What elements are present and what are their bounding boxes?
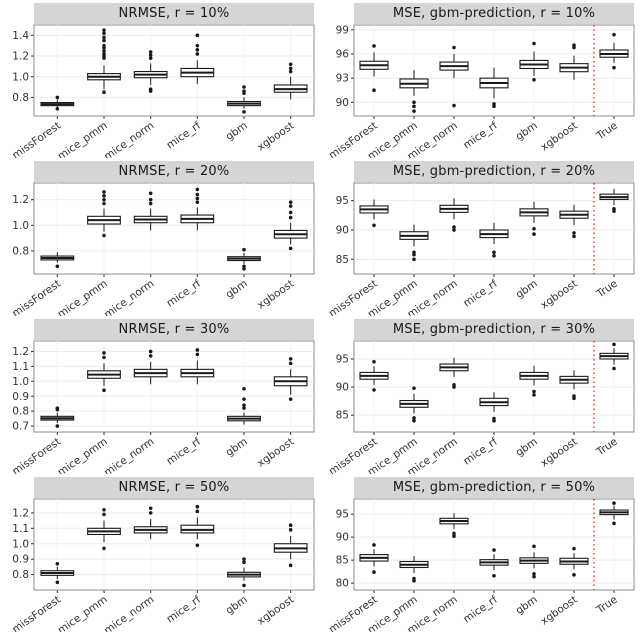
svg-text:True: True <box>594 594 620 617</box>
svg-text:mice_rf: mice_rf <box>165 435 204 467</box>
svg-text:90: 90 <box>336 382 349 394</box>
boxplot-canvas: 0.8 1.0 1.2 1.4 missForest mice_pmm mice_norm m… <box>0 24 320 158</box>
svg-text:mice_rf: mice_rf <box>165 593 204 625</box>
svg-text:0.8: 0.8 <box>12 245 29 257</box>
svg-text:mice_norm: mice_norm <box>102 594 156 632</box>
svg-text:0.9: 0.9 <box>12 554 29 566</box>
svg-text:1.0: 1.0 <box>12 71 29 83</box>
svg-text:mice_norm: mice_norm <box>102 120 156 158</box>
svg-text:1.2: 1.2 <box>12 507 29 519</box>
svg-text:gbm: gbm <box>514 278 540 301</box>
boxplot-canvas: 90 93 96 99 missForest mice_pmm mice_norm mice_… <box>320 24 640 158</box>
svg-text:93: 93 <box>336 73 349 85</box>
panel-nrmse-r10: NRMSE, r = 10% 0.8 1.0 1.2 1.4 missForest mic… <box>0 0 320 158</box>
svg-text:gbm: gbm <box>224 278 250 301</box>
svg-text:1.1: 1.1 <box>12 361 29 373</box>
svg-text:xgboost: xgboost <box>538 436 579 470</box>
svg-text:mice_norm: mice_norm <box>102 278 156 316</box>
panel-nrmse-r50: NRMSE, r = 50% 0.8 0.9 1.0 1.1 1.2 missForest… <box>0 474 320 632</box>
svg-text:mice_rf: mice_rf <box>461 435 500 467</box>
panel-title: MSE, gbm-prediction, r = 10% <box>354 3 634 24</box>
svg-text:mice_rf: mice_rf <box>461 119 500 151</box>
svg-text:xgboost: xgboost <box>538 594 579 628</box>
svg-text:1.0: 1.0 <box>12 220 29 232</box>
svg-text:gbm: gbm <box>224 120 250 143</box>
svg-text:0.8: 0.8 <box>12 92 29 104</box>
svg-text:xgboost: xgboost <box>538 278 579 312</box>
svg-text:90: 90 <box>336 532 349 544</box>
svg-text:0.7: 0.7 <box>12 421 29 433</box>
svg-text:xgboost: xgboost <box>255 120 296 154</box>
svg-text:gbm: gbm <box>224 436 250 459</box>
svg-text:96: 96 <box>336 49 350 61</box>
panel-title: MSE, gbm-prediction, r = 30% <box>354 319 634 340</box>
svg-text:0.8: 0.8 <box>12 406 29 418</box>
panel-title: NRMSE, r = 20% <box>34 161 314 182</box>
boxplot-canvas: 0.8 1.0 1.2 missForest mice_pmm mice_norm mice… <box>0 182 320 316</box>
svg-text:1.0: 1.0 <box>12 376 29 388</box>
svg-text:True: True <box>594 278 620 301</box>
svg-text:xgboost: xgboost <box>255 278 296 312</box>
svg-text:95: 95 <box>336 354 349 366</box>
svg-text:85: 85 <box>336 555 349 567</box>
svg-text:95: 95 <box>336 509 349 521</box>
panel-nrmse-r30: NRMSE, r = 30% 0.7 0.8 0.9 1.0 1.1 1.2 missFor… <box>0 316 320 474</box>
panel-mse-r30: MSE, gbm-prediction, r = 30% 85 90 95 missF… <box>320 316 640 474</box>
panel-mse-r50: MSE, gbm-prediction, r = 50% 80 85 90 95 mis… <box>320 474 640 632</box>
svg-text:mice_rf: mice_rf <box>461 277 500 309</box>
svg-text:mice_norm: mice_norm <box>102 436 156 474</box>
svg-text:1.0: 1.0 <box>12 538 29 550</box>
svg-text:gbm: gbm <box>224 594 250 617</box>
svg-text:80: 80 <box>336 578 349 590</box>
boxplot-canvas: 80 85 90 95 missForest mice_pmm mice_norm mice_… <box>320 498 640 632</box>
svg-text:mice_rf: mice_rf <box>461 593 500 625</box>
panel-title: NRMSE, r = 10% <box>34 3 314 24</box>
svg-text:xgboost: xgboost <box>255 594 296 628</box>
svg-text:1.2: 1.2 <box>12 346 29 358</box>
svg-text:1.4: 1.4 <box>12 30 29 42</box>
svg-text:99: 99 <box>336 24 349 36</box>
panel-mse-r10: MSE, gbm-prediction, r = 10% 90 93 96 99 mis… <box>320 0 640 158</box>
svg-text:90: 90 <box>336 97 349 109</box>
panel-mse-r20: MSE, gbm-prediction, r = 20% 85 90 95 missF… <box>320 158 640 316</box>
svg-text:mice_rf: mice_rf <box>165 277 204 309</box>
svg-text:85: 85 <box>336 410 349 422</box>
boxplot-canvas: 85 90 95 missForest mice_pmm mice_norm mice_rf… <box>320 182 640 316</box>
svg-text:85: 85 <box>336 254 349 266</box>
svg-text:gbm: gbm <box>514 120 540 143</box>
svg-text:xgboost: xgboost <box>255 436 296 470</box>
svg-text:90: 90 <box>336 225 349 237</box>
svg-text:gbm: gbm <box>514 594 540 617</box>
boxplot-canvas: 0.8 0.9 1.0 1.1 1.2 missForest mice_pmm mice_no… <box>0 498 320 632</box>
svg-text:xgboost: xgboost <box>538 120 579 154</box>
svg-text:1.1: 1.1 <box>12 523 29 535</box>
svg-text:95: 95 <box>336 195 349 207</box>
panel-nrmse-r20: NRMSE, r = 20% 0.8 1.0 1.2 missForest mice_p… <box>0 158 320 316</box>
svg-text:1.2: 1.2 <box>12 194 29 206</box>
panel-title: MSE, gbm-prediction, r = 50% <box>354 477 634 498</box>
svg-text:0.8: 0.8 <box>12 569 29 581</box>
svg-text:True: True <box>594 436 620 459</box>
panel-title: NRMSE, r = 30% <box>34 319 314 340</box>
panel-title: MSE, gbm-prediction, r = 20% <box>354 161 634 182</box>
boxplot-canvas: 0.7 0.8 0.9 1.0 1.1 1.2 missForest mice_pmm mice… <box>0 340 320 474</box>
svg-text:1.2: 1.2 <box>12 51 29 63</box>
panel-title: NRMSE, r = 50% <box>34 477 314 498</box>
svg-text:mice_rf: mice_rf <box>165 119 204 151</box>
svg-text:0.9: 0.9 <box>12 391 29 403</box>
svg-text:gbm: gbm <box>514 436 540 459</box>
boxplot-canvas: 85 90 95 missForest mice_pmm mice_norm mice_rf… <box>320 340 640 474</box>
svg-text:True: True <box>594 120 620 143</box>
